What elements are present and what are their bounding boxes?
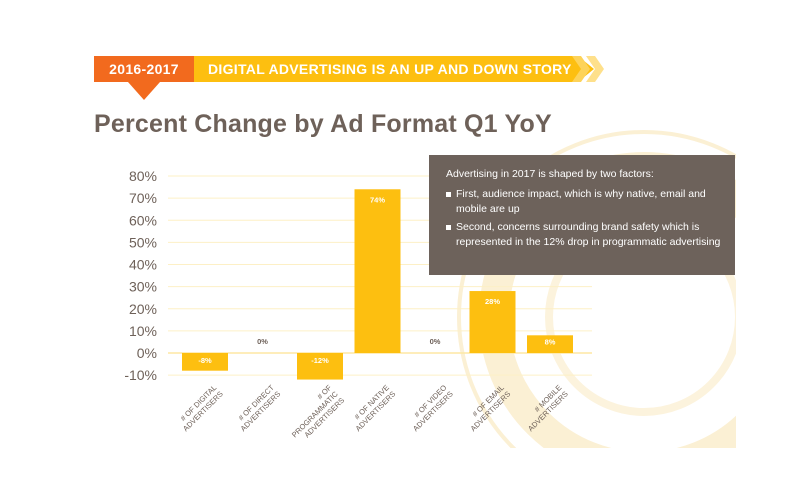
data-label: 8%: [545, 337, 556, 346]
info-panel: Advertising in 2017 is shaped by two fac…: [429, 155, 735, 275]
info-point: First, audience impact, which is why nat…: [446, 187, 721, 217]
x-tick-label: # OF VIDEOADVERTISERS: [405, 383, 455, 433]
y-tick-label: 0%: [137, 345, 157, 361]
y-tick-label: 60%: [129, 212, 157, 228]
chart-title: Percent Change by Ad Format Q1 YoY: [94, 110, 552, 138]
year-tab: 2016-2017: [94, 56, 194, 82]
data-label: -12%: [311, 356, 329, 365]
info-intro: Advertising in 2017 is shaped by two fac…: [446, 168, 654, 180]
data-label: 28%: [485, 297, 500, 306]
data-label: 74%: [370, 195, 385, 204]
bar: [297, 353, 343, 380]
y-tick-label: 50%: [129, 234, 157, 250]
y-tick-label: 10%: [129, 323, 157, 339]
y-tick-label: 80%: [129, 168, 157, 184]
bullet-icon: [446, 225, 451, 230]
banner-headline: DIGITAL ADVERTISING IS AN UP AND DOWN ST…: [194, 56, 594, 82]
y-tick-label: 30%: [129, 279, 157, 295]
x-tick-label: # OF DIGITALADVERTISERS: [175, 383, 225, 433]
data-label: 0%: [257, 337, 268, 346]
year-tab-pointer: [128, 82, 160, 100]
y-tick-label: 70%: [129, 190, 157, 206]
bar: [354, 189, 401, 353]
bullet-icon: [446, 192, 451, 197]
bar: [527, 335, 573, 353]
x-tick-label: # OF NATIVEADVERTISERS: [347, 383, 397, 433]
x-tick-label: # OF EMAILADVERTISERS: [462, 383, 512, 433]
y-tick-label: 20%: [129, 301, 157, 317]
chevron-icon: [586, 56, 604, 82]
y-tick-label: -10%: [124, 367, 157, 383]
bar: [469, 291, 516, 353]
bar: [182, 353, 228, 371]
info-point-text: Second, concerns surrounding brand safet…: [456, 221, 721, 248]
chevron-icon: [572, 56, 590, 82]
x-tick-label: # OF DIRECTADVERTISERS: [232, 383, 282, 433]
y-tick-label: 40%: [129, 257, 157, 273]
x-tick-label: # OFPROGRAMMATICADVERTISERS: [284, 383, 347, 446]
info-point: Second, concerns surrounding brand safet…: [446, 220, 721, 250]
data-label: 0%: [430, 337, 441, 346]
x-tick-label: # MOBILEADVERTISERS: [520, 383, 570, 433]
section-banner: 2016-2017 DIGITAL ADVERTISING IS AN UP A…: [94, 56, 604, 100]
data-label: -8%: [198, 356, 212, 365]
info-point-text: First, audience impact, which is why nat…: [456, 188, 706, 215]
